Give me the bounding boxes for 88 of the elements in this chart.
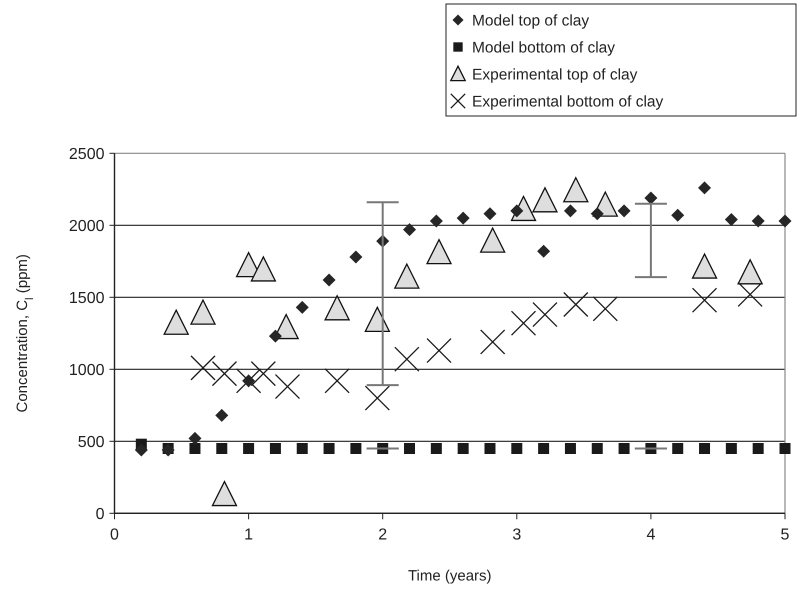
point [480,227,506,253]
y-tick-label: 1500 [68,290,105,307]
point [590,207,604,220]
point [162,443,175,456]
point [212,480,238,506]
x-tick-label: 5 [780,526,790,544]
point [270,443,281,454]
point [426,239,452,264]
point [618,204,631,218]
point [563,292,588,318]
point [322,274,336,287]
point [752,214,765,228]
point [510,310,536,336]
point [364,306,390,332]
point [537,244,550,258]
point [458,443,469,454]
point [134,443,148,456]
point [426,338,452,364]
point [250,360,276,386]
point [243,443,254,454]
point [692,253,718,279]
point [324,368,350,394]
point [538,443,550,454]
point [250,256,276,282]
point [699,443,710,454]
point [324,295,350,320]
point [394,346,420,372]
point [215,408,228,422]
point [692,288,718,313]
point [737,282,763,308]
point [532,302,558,328]
point [511,443,522,454]
point [404,443,416,454]
x-tick-label: 4 [646,526,656,544]
point [780,443,790,454]
point [456,212,470,225]
point [349,250,362,264]
point [188,432,202,445]
point [592,443,603,454]
legend-label: Experimental top of clay [472,66,638,84]
point [564,204,577,218]
point [532,187,558,212]
point [484,443,496,454]
point [296,300,309,314]
point [274,374,300,400]
point [672,443,684,454]
legend-label: Model top of clay [472,12,590,30]
y-tick-label: 2500 [68,146,105,163]
point [724,213,738,226]
point [563,177,588,202]
point [190,299,216,325]
y-tick-label: 1000 [68,362,105,379]
x-tick-label: 0 [110,526,120,544]
point [268,330,282,343]
point [752,443,764,454]
y-tick-label: 0 [96,506,105,523]
point [324,443,335,454]
point [698,181,712,194]
point [212,360,238,386]
x-axis-title: Time (years) [408,567,492,584]
x-tick-label: 1 [244,526,254,544]
point [164,310,189,335]
point [480,329,506,355]
point [483,207,496,220]
x-tick-label: 3 [512,526,522,544]
point [778,214,792,228]
point [737,259,763,284]
point [671,208,684,222]
point [190,355,216,381]
point [189,443,200,454]
point [296,443,308,454]
point [430,443,442,454]
y-tick-label: 500 [78,434,105,451]
y-tick-label: 2000 [68,218,105,235]
x-tick-label: 2 [378,526,388,544]
point [618,443,630,454]
point [726,443,737,454]
point [592,296,618,322]
point [350,443,362,454]
point [403,223,416,236]
legend-label: Experimental bottom of clay [472,93,664,110]
point [564,443,576,454]
point [394,263,420,289]
point [430,214,443,228]
point [364,385,390,411]
legend-label: Model bottom of clay [472,39,616,56]
point [216,443,228,454]
point [644,191,658,204]
